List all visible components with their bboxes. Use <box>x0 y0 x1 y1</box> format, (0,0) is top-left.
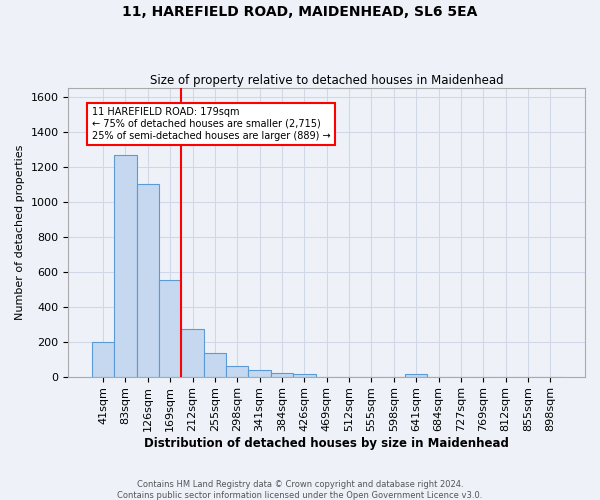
Bar <box>137 184 159 376</box>
Bar <box>248 370 271 376</box>
X-axis label: Distribution of detached houses by size in Maidenhead: Distribution of detached houses by size … <box>144 437 509 450</box>
Bar <box>114 154 137 376</box>
Bar <box>271 373 293 376</box>
Bar <box>159 280 181 376</box>
Title: Size of property relative to detached houses in Maidenhead: Size of property relative to detached ho… <box>150 74 503 87</box>
Text: 11 HAREFIELD ROAD: 179sqm
← 75% of detached houses are smaller (2,715)
25% of se: 11 HAREFIELD ROAD: 179sqm ← 75% of detac… <box>92 108 331 140</box>
Bar <box>226 366 248 376</box>
Bar <box>204 353 226 376</box>
Y-axis label: Number of detached properties: Number of detached properties <box>15 144 25 320</box>
Text: Contains HM Land Registry data © Crown copyright and database right 2024.
Contai: Contains HM Land Registry data © Crown c… <box>118 480 482 500</box>
Bar <box>405 374 427 376</box>
Bar <box>92 342 114 376</box>
Bar <box>181 330 204 376</box>
Bar <box>293 374 316 376</box>
Text: 11, HAREFIELD ROAD, MAIDENHEAD, SL6 5EA: 11, HAREFIELD ROAD, MAIDENHEAD, SL6 5EA <box>122 5 478 19</box>
